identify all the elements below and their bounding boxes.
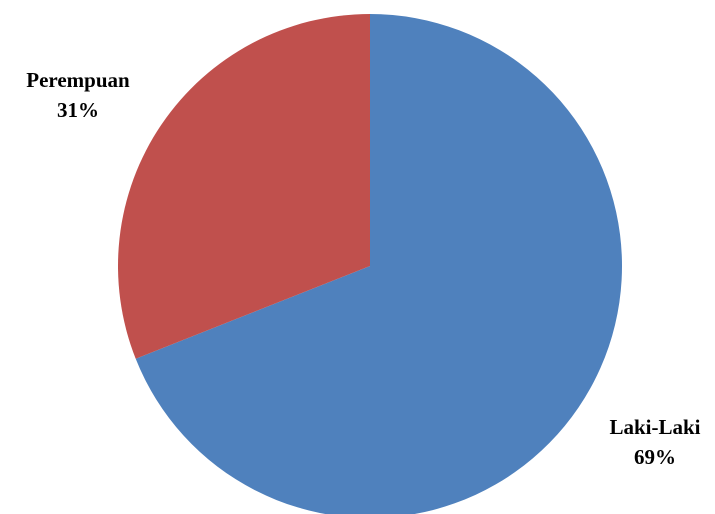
slice-perempuan xyxy=(118,14,371,359)
data-label-percent: 69% xyxy=(634,445,676,469)
data-label-perempuan: Perempuan 31% xyxy=(26,68,130,122)
pie-slices xyxy=(118,14,623,514)
data-label-laki-laki: Laki-Laki 69% xyxy=(609,415,700,469)
data-label-percent: 31% xyxy=(57,98,99,122)
slice-laki-laki xyxy=(135,14,623,514)
data-label-category: Perempuan xyxy=(26,68,130,92)
data-label-category: Laki-Laki xyxy=(609,415,700,439)
